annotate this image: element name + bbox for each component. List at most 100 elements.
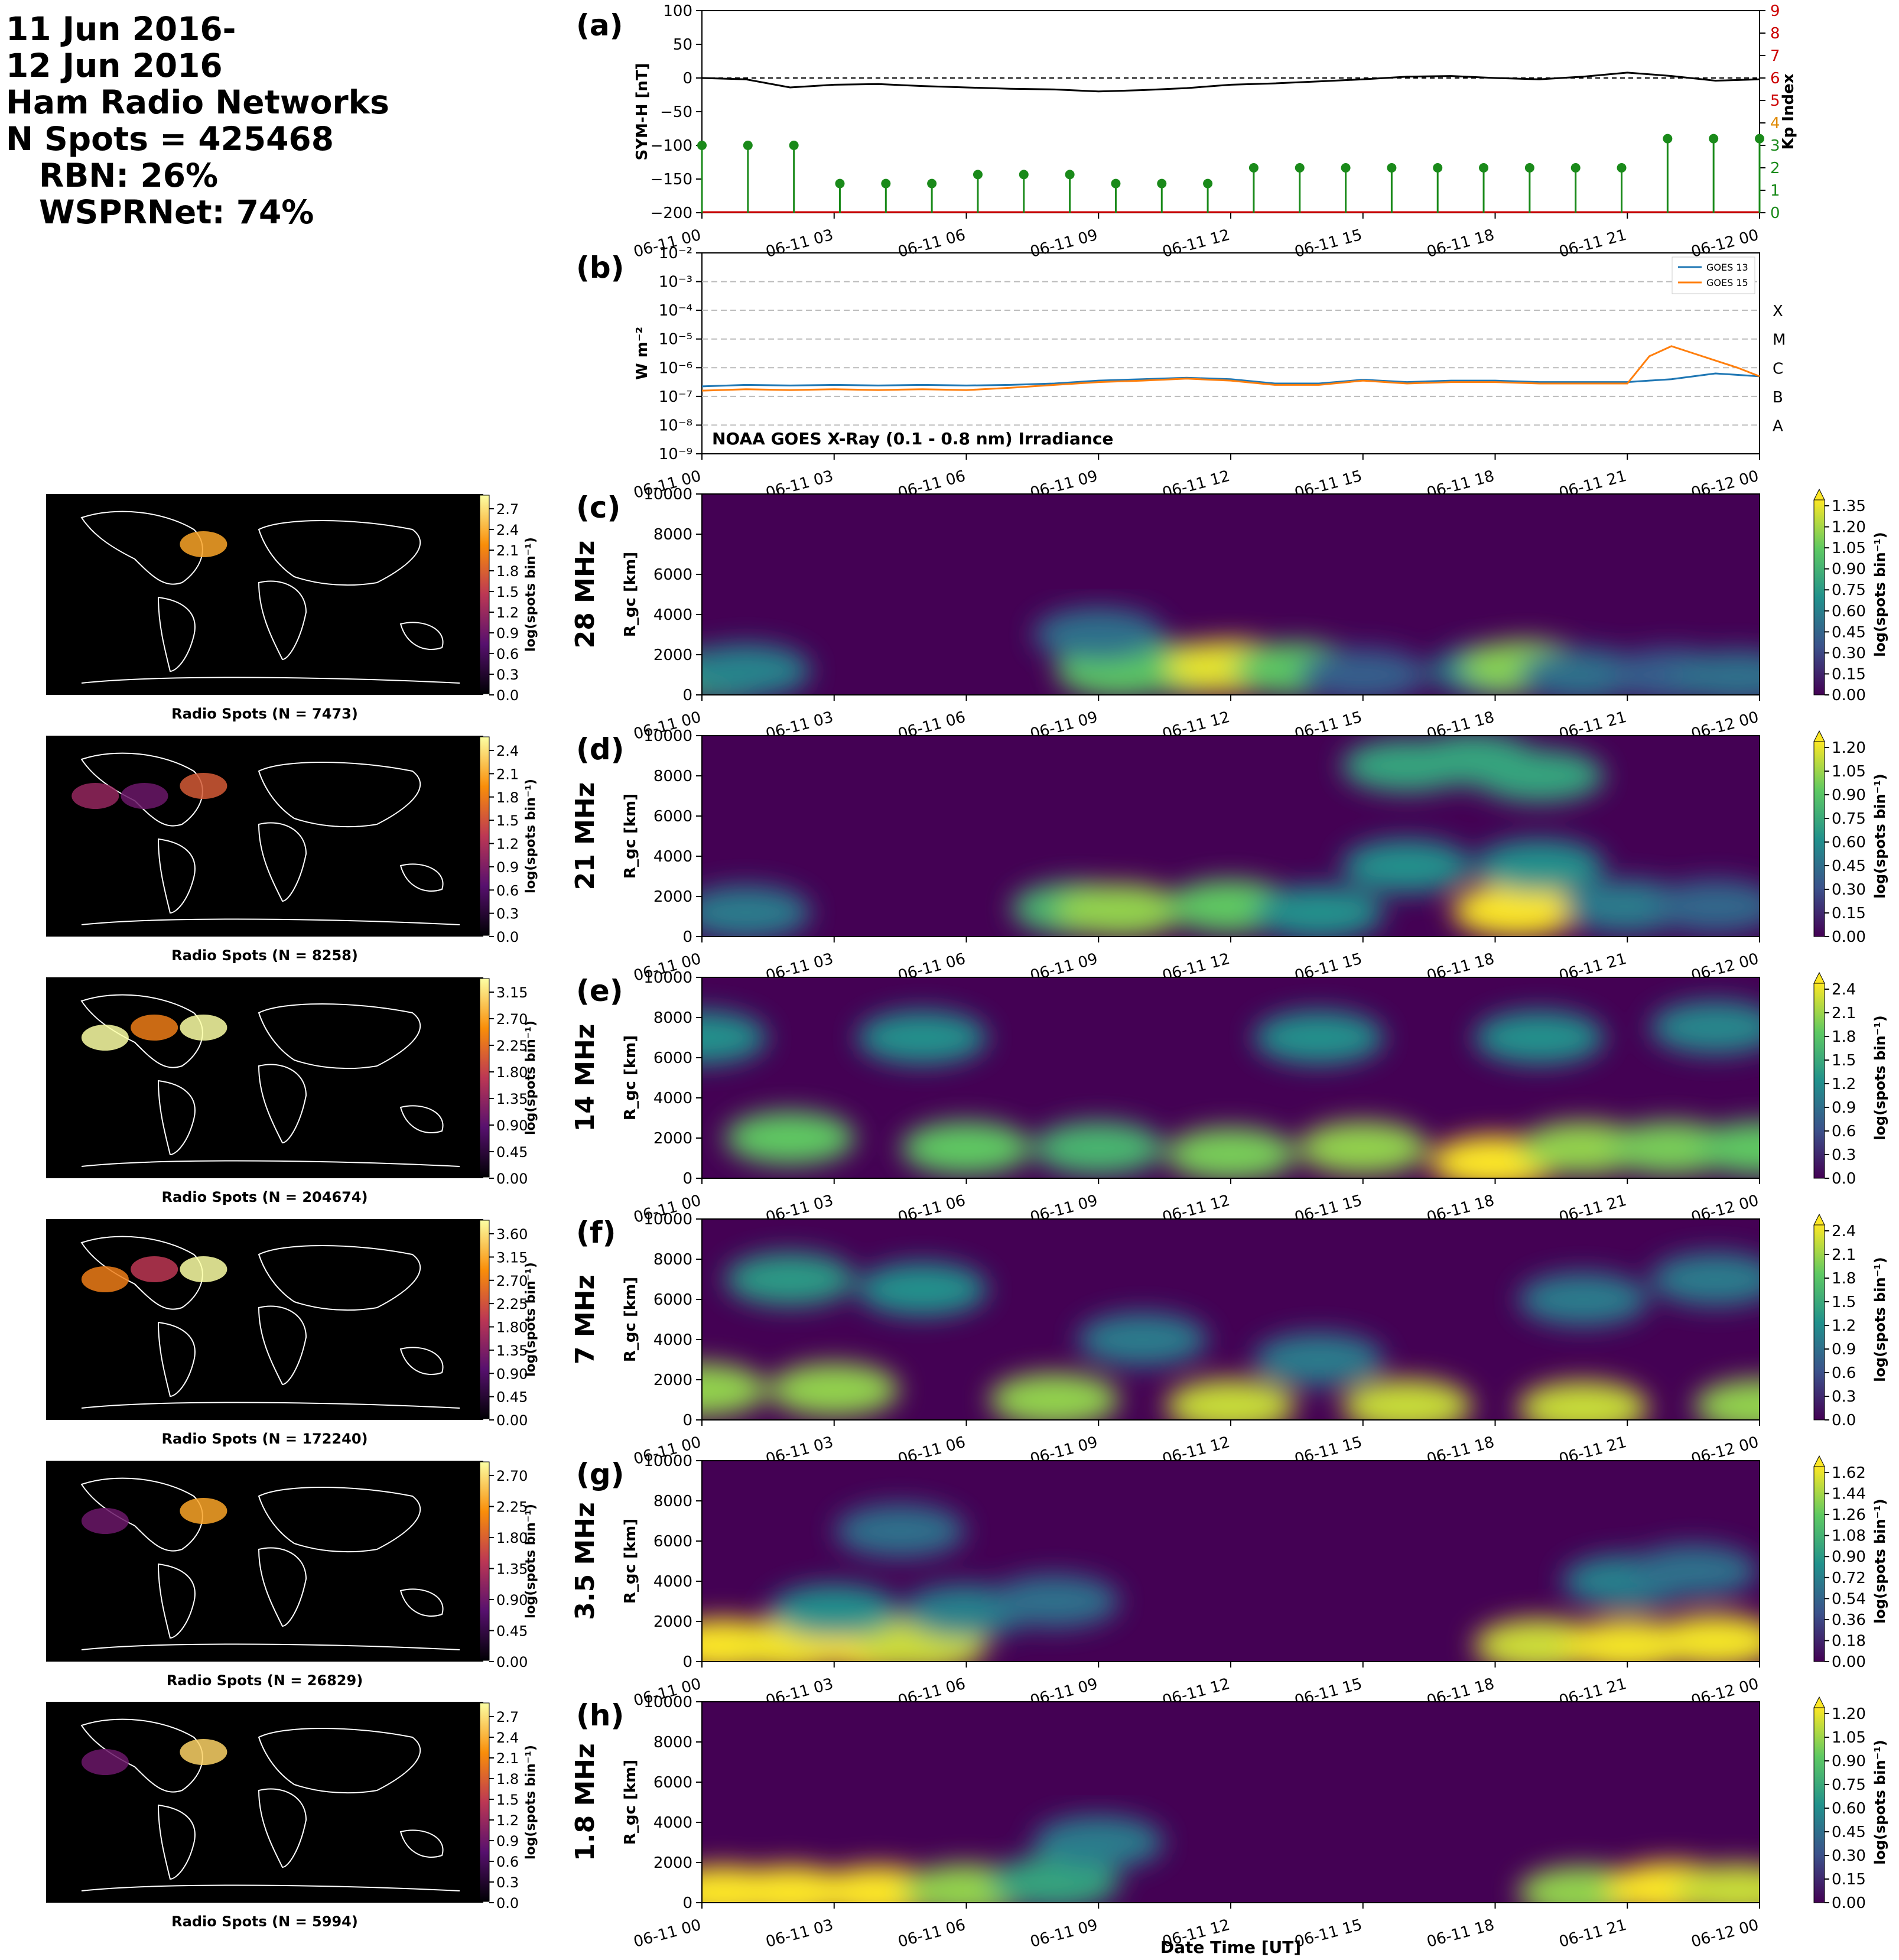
panel-h-map (46, 1702, 483, 1903)
panel-c-map-cb-tick-label: 0.9 (496, 625, 519, 642)
heatmap-cell (989, 1575, 1120, 1628)
panel-f-cb-tick-label: 1.8 (1832, 1270, 1856, 1288)
panel-d-ytick-label: 6000 (653, 808, 692, 825)
panel-h-ytick-label: 6000 (653, 1774, 692, 1792)
heatmap-cell (1672, 1864, 1760, 1903)
panel-e-map-cb-tick-label: 2.25 (496, 1038, 528, 1054)
coastline (157, 1321, 196, 1397)
panel-c-ytick-label: 10000 (643, 486, 692, 503)
panel-f-colorbar-extend (1813, 1213, 1825, 1226)
coastline (258, 1728, 421, 1794)
panel-a-ytick-label: −200 (651, 204, 692, 222)
panel-a-ytick-label: −100 (651, 137, 692, 155)
kp-marker (743, 141, 753, 150)
panel-e-cb-tick-label: 1.5 (1832, 1052, 1856, 1070)
panel-h-map-cb-label: log(spots bin⁻¹) (523, 1745, 538, 1860)
panel-d-map-cb-tick-label: 0.0 (496, 929, 519, 945)
panel-f-cells (702, 1253, 1760, 1420)
coastline (258, 580, 307, 661)
panel-f-cb-tick-label: 0.6 (1832, 1364, 1856, 1382)
panel-f-map-cb-tick-label: 1.35 (496, 1343, 528, 1359)
heatmap-cell (1650, 1001, 1760, 1054)
panel-f-cb-tick-label: 1.2 (1832, 1317, 1856, 1335)
panel-b-ylabel: W m⁻² (633, 327, 651, 380)
panel-c-cb-tick-label: 0.45 (1832, 623, 1866, 641)
goes15-line (701, 345, 1760, 392)
heatmap-cell (769, 1585, 899, 1638)
panel-g-label: (g) (576, 1457, 625, 1491)
heatmap-cell (1474, 749, 1605, 802)
map-spot-cluster (81, 1508, 129, 1534)
goes13-line (701, 372, 1760, 388)
coastline (81, 1160, 460, 1167)
panel-h-xtick-label: 06-11 00 (632, 1916, 703, 1951)
coastline (81, 1402, 460, 1409)
panel-b-frame (701, 252, 1760, 454)
panel-g-cb-tick-label: 1.62 (1832, 1464, 1866, 1482)
coastline (399, 1829, 444, 1858)
panel-a-y2tick-label: 2 (1770, 160, 1780, 177)
panel-h-cb-tick-label: 0.00 (1832, 1894, 1866, 1912)
panel-g-ytick-label: 2000 (653, 1613, 692, 1631)
date-line-2: 12 Jun 2016 (6, 47, 223, 84)
date-line-1: 11 Jun 2016- (6, 10, 236, 48)
panel-g-cb-label: log(spots bin⁻¹) (1872, 1499, 1888, 1624)
panel-h-xtick-label: 06-11 06 (896, 1916, 968, 1951)
map-spot-cluster (81, 1266, 129, 1292)
panel-f-map-cb-tick-label: 0.90 (496, 1366, 528, 1382)
panel-c-colorbar (1813, 499, 1825, 695)
panel-f-ytick-label: 0 (682, 1412, 692, 1429)
flare-class-label: X (1773, 303, 1783, 320)
panel-e-map-cb-tick-label: 0.90 (496, 1117, 528, 1134)
panel-d-heatmap (702, 736, 1760, 937)
panel-h-cells (702, 1816, 1760, 1903)
panel-c-map-cb-tick-label: 0.0 (496, 687, 519, 704)
panel-a-xtick-label: 06-11 15 (1293, 226, 1364, 261)
panel-c-ylabel: R_gc [km] (622, 552, 639, 637)
panel-c-cells (702, 608, 1760, 695)
panel-h-map-cb-tick-label: 2.1 (496, 1750, 519, 1767)
panel-c-map (46, 494, 483, 695)
kp-marker (1019, 170, 1029, 180)
panel-f-cb-tick-label: 0.0 (1832, 1412, 1856, 1429)
map-spot-cluster (180, 531, 227, 557)
panel-h-xtick-label: 06-12 00 (1689, 1916, 1761, 1951)
panel-g-map-colorbar (479, 1461, 490, 1661)
panel-h-cb-tick-label: 0.45 (1832, 1824, 1866, 1841)
heatmap-cell (1518, 1273, 1648, 1326)
coastline (81, 1884, 460, 1891)
coastline (258, 1003, 421, 1070)
panel-c-ytick-label: 4000 (653, 606, 692, 624)
panel-a-y2tick-label: 9 (1770, 2, 1780, 20)
panel-e-ytick-label: 0 (682, 1170, 692, 1188)
panel-e-map-cb-tick-label: 1.35 (496, 1091, 528, 1107)
coastline (80, 752, 203, 827)
coastline (399, 863, 444, 892)
panel-f-ytick-label: 8000 (653, 1251, 692, 1269)
coastline (399, 1588, 444, 1617)
panel-a-y2tick-label: 6 (1770, 70, 1780, 87)
map-spot-cluster (180, 1498, 227, 1524)
coastline (399, 1347, 444, 1376)
heatmap-cell (1298, 648, 1428, 695)
panel-e-map-cb-label: log(spots bin⁻¹) (523, 1020, 538, 1135)
panel-f-map-cb-tick-label: 0.45 (496, 1389, 528, 1406)
kp-marker (1709, 134, 1719, 144)
panel-g-map-cb-tick-label: 1.80 (496, 1530, 528, 1546)
map-background (46, 494, 483, 695)
panel-g-cb-tick-label: 0.54 (1832, 1590, 1866, 1608)
panel-f-heatmap (702, 1219, 1760, 1420)
panel-d-ytick-label: 4000 (653, 848, 692, 866)
panel-g-cb-tick-label: 1.08 (1832, 1527, 1866, 1545)
kp-marker (1617, 163, 1627, 173)
panel-e-cb-tick-label: 1.8 (1832, 1028, 1856, 1046)
heatmap-cell (1077, 1313, 1208, 1366)
panel-e-cb-tick-label: 0.0 (1832, 1170, 1856, 1188)
panel-g-cb-tick-label: 0.72 (1832, 1569, 1866, 1587)
panel-g-cb-tick-label: 0.90 (1832, 1548, 1866, 1566)
flare-class-label: M (1773, 331, 1786, 349)
panel-f-band: 7 MHz (570, 1275, 600, 1364)
panel-b-ytick-label: 10⁻⁷ (659, 388, 692, 406)
panel-d-map-cb-tick-label: 1.8 (496, 789, 519, 806)
